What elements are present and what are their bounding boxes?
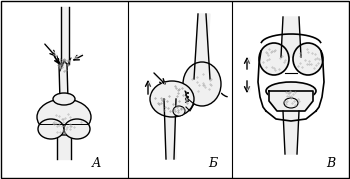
Ellipse shape bbox=[150, 81, 194, 117]
Polygon shape bbox=[61, 7, 69, 64]
Ellipse shape bbox=[259, 43, 289, 75]
Polygon shape bbox=[59, 64, 68, 101]
Polygon shape bbox=[281, 17, 301, 57]
Polygon shape bbox=[269, 91, 313, 111]
Polygon shape bbox=[57, 129, 71, 159]
Text: А: А bbox=[92, 157, 101, 170]
Ellipse shape bbox=[293, 43, 323, 75]
Ellipse shape bbox=[183, 62, 221, 106]
Text: Б: Б bbox=[208, 157, 217, 170]
Polygon shape bbox=[283, 111, 299, 154]
FancyArrowPatch shape bbox=[222, 93, 227, 97]
Polygon shape bbox=[164, 99, 176, 159]
Ellipse shape bbox=[266, 82, 316, 100]
Ellipse shape bbox=[173, 106, 185, 116]
Ellipse shape bbox=[53, 93, 75, 105]
Ellipse shape bbox=[37, 99, 91, 135]
Ellipse shape bbox=[38, 119, 64, 139]
Ellipse shape bbox=[64, 119, 90, 139]
Polygon shape bbox=[194, 14, 210, 79]
Ellipse shape bbox=[284, 98, 298, 108]
Text: В: В bbox=[326, 157, 335, 170]
